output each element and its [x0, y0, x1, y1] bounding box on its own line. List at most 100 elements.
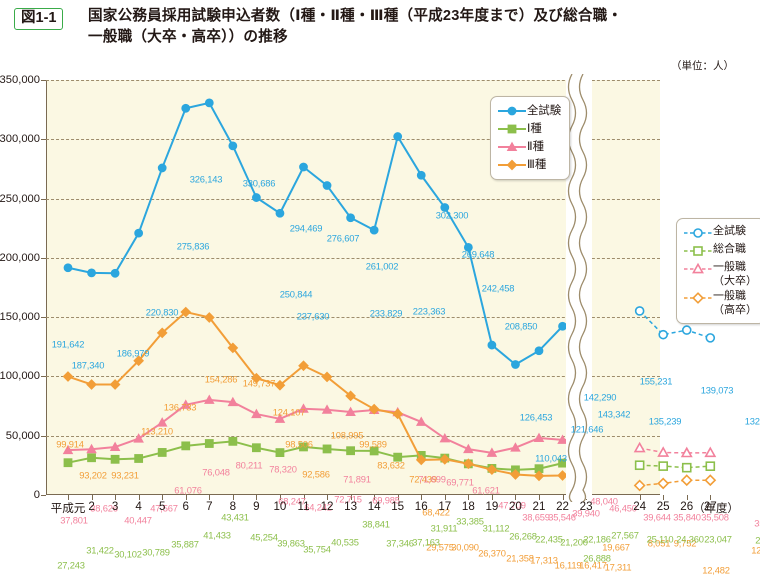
legend-item[interactable]: Ⅱ種	[497, 138, 561, 156]
data-point-label: 26,888	[583, 552, 611, 564]
legend-item[interactable]: 総合職	[683, 242, 757, 259]
x-tick-mark	[115, 495, 117, 500]
data-point-marker	[486, 447, 498, 457]
data-point-label: 23,047	[704, 533, 732, 545]
x-axis-tick-label: 5	[158, 500, 166, 513]
data-point-marker	[693, 228, 703, 238]
data-point-label: 220,830	[145, 306, 179, 318]
x-axis-tick-label: 6	[182, 500, 189, 513]
data-point-marker	[345, 406, 356, 417]
dashed-line-marker-icon	[683, 290, 713, 306]
data-point-marker	[110, 268, 120, 278]
x-axis-tick-label: 24	[633, 500, 647, 513]
gridline	[46, 80, 660, 81]
x-axis-tick-label: 平成元	[50, 502, 86, 515]
data-point-label: 191,642	[51, 338, 85, 350]
data-point-label: 27,567	[611, 529, 639, 541]
data-point-label: 92,586	[302, 468, 330, 480]
chart-header: 図1-1 国家公務員採用試験申込者数（Ⅰ種・Ⅱ種・Ⅲ種（平成23年度まで）及び総…	[0, 0, 760, 72]
x-tick-mark	[663, 495, 665, 500]
data-point-marker	[506, 159, 518, 171]
data-point-marker	[134, 454, 144, 463]
data-point-label: 124,107	[272, 406, 306, 418]
x-tick-mark	[421, 495, 423, 500]
data-point-marker	[533, 470, 545, 482]
data-point-marker	[346, 446, 356, 456]
y-tick-mark	[41, 139, 46, 141]
data-point-marker	[228, 436, 238, 446]
data-point-marker	[487, 340, 497, 350]
data-point-marker	[393, 132, 403, 141]
data-point-label: 40,535	[331, 536, 359, 548]
legend-item[interactable]: Ⅰ種	[497, 120, 561, 138]
data-point-label: 35,546	[548, 511, 576, 523]
data-point-marker	[109, 379, 121, 390]
data-point-marker	[204, 98, 214, 108]
data-point-label: 326,143	[189, 173, 223, 185]
data-point-label: 33,385	[456, 515, 484, 527]
x-tick-mark	[350, 495, 352, 500]
data-point-marker	[510, 469, 521, 480]
data-point-label: 93,231	[111, 469, 139, 481]
gridline	[46, 198, 660, 200]
x-axis-tick-label: 9	[253, 500, 260, 513]
data-point-marker	[507, 106, 517, 116]
data-point-label: 35,840	[673, 511, 701, 523]
x-axis-tick-label: 21	[532, 500, 546, 513]
page-title-line1: 国家公務員採用試験申込者数（Ⅰ種・Ⅱ種・Ⅲ種（平成23年度まで）及び総合職・	[88, 8, 623, 24]
data-point-label: 143,342	[597, 408, 631, 420]
data-point-marker	[657, 446, 670, 457]
legend-item-label: 全試験	[713, 225, 746, 237]
data-point-label: 71,891	[343, 473, 371, 485]
data-point-label: 99,589	[359, 438, 387, 450]
legend-item[interactable]: 一般職 （大卒）	[683, 260, 757, 288]
x-tick-mark	[515, 495, 517, 500]
data-point-marker	[415, 454, 427, 466]
y-axis-tick-label: 200,000	[0, 251, 40, 264]
gridline	[46, 257, 660, 259]
data-point-marker	[440, 203, 450, 212]
legend-item[interactable]: Ⅲ種	[497, 156, 561, 174]
legend-item[interactable]: 一般職 （高卒）	[683, 289, 757, 317]
data-point-marker	[486, 464, 498, 476]
figure-badge: 図1-1	[14, 8, 64, 30]
data-point-label: 132,521	[744, 415, 760, 427]
data-point-marker	[322, 444, 332, 454]
data-point-label: 22,435	[535, 533, 563, 545]
data-point-label: 31,911	[430, 522, 458, 534]
data-point-marker	[87, 268, 96, 278]
data-point-label: 139,073	[700, 384, 734, 396]
data-point-marker	[298, 360, 309, 372]
data-point-marker	[156, 417, 168, 427]
legend-item-label: Ⅰ種	[527, 122, 542, 135]
x-axis-tick-label: 23	[579, 500, 593, 513]
data-point-label: 61,076	[174, 484, 202, 496]
data-point-label: 30,789	[142, 546, 170, 558]
data-point-label: 48,040	[590, 495, 618, 507]
data-point-marker	[157, 163, 167, 173]
data-point-marker	[557, 434, 568, 444]
data-point-label: 237,630	[296, 310, 330, 322]
legend-item[interactable]: 全試験	[497, 102, 561, 120]
legend-item[interactable]: 全試験	[683, 224, 757, 241]
data-point-label: 113,210	[141, 425, 173, 437]
data-point-marker	[368, 403, 380, 415]
x-tick-mark	[232, 495, 234, 500]
data-point-label: 38,659	[522, 511, 550, 523]
data-point-label: 110,043	[535, 452, 567, 464]
line-marker-icon	[497, 139, 527, 155]
x-tick-mark	[710, 495, 712, 500]
y-axis-tick-label: 0	[33, 489, 40, 501]
x-axis-tick-label: 3	[111, 500, 119, 513]
data-point-marker	[274, 379, 286, 391]
data-point-marker	[322, 181, 332, 190]
data-point-marker	[369, 446, 379, 456]
x-tick-mark	[162, 495, 164, 500]
axis-break-wave-icon	[567, 74, 588, 502]
data-point-label: 98,506	[285, 438, 313, 450]
data-point-marker	[299, 162, 308, 172]
x-axis-tick-label: 22	[556, 500, 569, 513]
legend-item-label: Ⅱ種	[527, 140, 544, 153]
gridline	[46, 317, 660, 319]
data-point-marker	[705, 333, 716, 343]
